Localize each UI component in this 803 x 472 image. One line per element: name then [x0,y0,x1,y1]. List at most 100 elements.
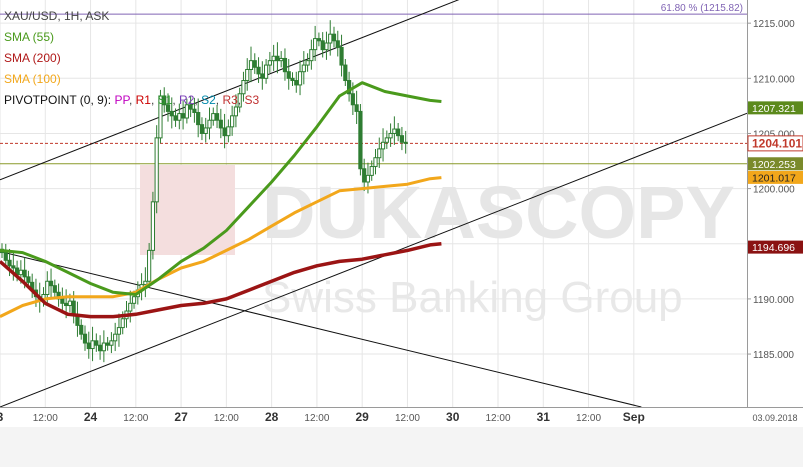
price-label-current: 1204.101 [752,136,802,150]
candle-body [150,201,156,251]
candle-body [109,340,114,346]
legend: XAU/USD, 1H, ASK SMA (55) SMA (200) SMA … [4,6,259,111]
y-tick-label: 1190.000 [753,295,794,306]
candle-body [252,60,257,68]
candle-body [245,68,250,82]
candle-body [346,80,352,95]
price-label-sma55: 1207.321 [752,103,796,115]
pivot-pp: PP [114,93,129,107]
legend-pivotpoint[interactable]: PIVOTPOINT (0, 9): PP, R1, S1, R2, S2, R… [4,93,260,107]
price-label-sma200: 1194.696 [752,242,795,254]
x-tick-label: 12:00 [576,413,601,424]
candle-body [226,126,231,137]
x-tick-label: 12:00 [485,413,510,424]
candle-body [113,333,118,342]
footer-band [0,427,803,467]
price-label-level: 1202.253 [752,159,796,171]
candle-body [203,127,208,134]
candle-body [241,80,246,95]
gridlines [0,0,747,407]
candle-body [48,280,54,287]
pivot-s3: S3 [244,93,260,107]
candle-body [154,137,159,203]
candle-body [399,135,405,143]
candle-body [214,113,220,121]
candle-body [196,112,201,126]
candle-body [328,33,333,44]
candle-body [218,119,223,129]
candle-body [11,265,16,269]
pivot-s1: S1 [157,93,173,107]
pivot-r3: R3 [222,93,238,107]
candle-body [305,60,310,66]
candle-body [165,104,171,112]
candle-body [365,174,371,183]
x-tick-label: 12:00 [214,413,239,424]
candle-body [67,300,73,307]
candle-body [233,106,239,117]
candle-body [116,327,122,335]
y-tick-label: 1215.000 [753,19,795,30]
candle-body [199,124,205,134]
candle-body [290,77,295,82]
candle-body [79,324,84,335]
legend-sma55[interactable]: SMA (55) [4,30,55,44]
x-tick-label: 12:00 [123,413,148,424]
fib-level: 61.80 % (1215.82) [0,3,747,15]
candle-body [26,276,31,283]
candle-body [120,318,125,329]
candle-body [230,115,235,128]
candle-body [354,104,359,112]
legend-sma100[interactable]: SMA (100) [4,72,61,86]
x-tick-label: 12:00 [304,413,329,424]
price-label-current-box [747,135,803,152]
candle-body [297,71,303,86]
candle-body [128,302,133,312]
sma100-line [0,176,442,318]
y-tick-label: 1210.000 [753,74,795,85]
candle-body [3,252,8,261]
x-tick-label: 28 [265,410,279,424]
price-label-sma100: 1201.017 [752,172,796,184]
x-tick-label: 30 [446,410,460,424]
candle-body [131,296,137,304]
x-tick-label: Sep [623,410,645,424]
candle-body [147,249,152,282]
candle-body [143,280,148,286]
legend-sma200[interactable]: SMA (200) [4,51,61,65]
channel-line-1 [0,109,755,408]
watermark-brand: DUKASCOPY [262,171,735,254]
candle-body [71,300,76,315]
legend-pivot-prefix: PIVOTPOINT (0, 9): [4,93,112,107]
y-tick-label: 1185.000 [753,350,794,361]
x-tick-label: 12:00 [33,413,58,424]
candle-body [313,38,318,51]
x-tick-label: 3 [0,410,4,424]
candle-body [169,110,174,117]
candle-body [282,57,288,73]
candle-body [180,113,186,119]
candle-body [403,141,408,144]
candle-body [82,333,88,344]
candle-body [320,40,325,51]
candle-body [331,33,337,42]
candle-body [267,60,272,66]
candle-body [7,259,12,267]
sma200-line [0,242,442,319]
candle-body [188,104,193,110]
candle-body [362,168,367,183]
candle-body [52,285,57,293]
price-label-level-box [748,157,803,171]
candle-body [237,93,242,108]
candlesticks [0,20,408,363]
candle-body [373,157,378,168]
candle-body [339,46,344,66]
candle-body [192,108,197,114]
candle-body [256,66,261,75]
price-label-sma100-box [748,170,803,184]
candle-body [101,342,106,352]
pivot-r2: R2 [179,93,195,107]
